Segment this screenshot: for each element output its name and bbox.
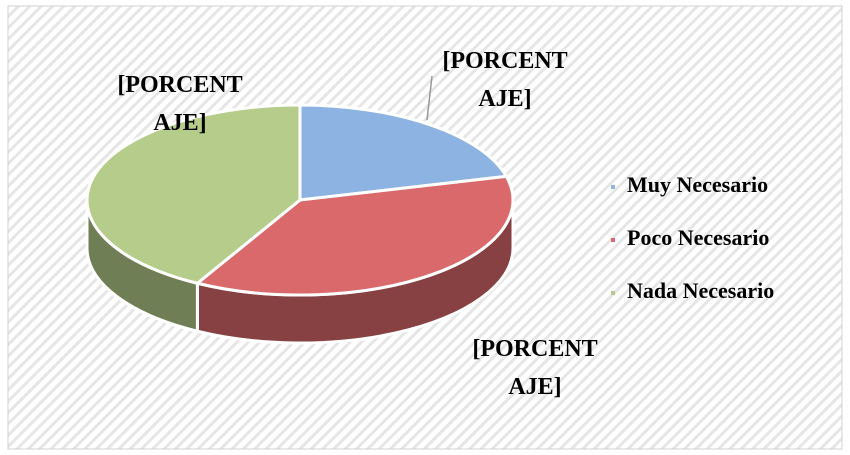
legend-label: Nada Necesario	[627, 278, 774, 303]
leader-line	[426, 75, 433, 121]
slice	[194, 174, 515, 297]
slice	[298, 103, 509, 202]
data-label: [PORCENTAJE]	[117, 72, 243, 136]
legend-label: Muy Necesario	[627, 172, 768, 197]
data-label: [PORCENTAJE]	[442, 48, 568, 112]
slice	[85, 103, 302, 285]
legend-swatch	[611, 291, 615, 295]
legend-swatch	[611, 185, 615, 189]
data-label: [PORCENTAJE]	[472, 336, 598, 400]
legend-label: Poco Necesario	[627, 225, 769, 250]
legend-swatch	[611, 238, 615, 242]
